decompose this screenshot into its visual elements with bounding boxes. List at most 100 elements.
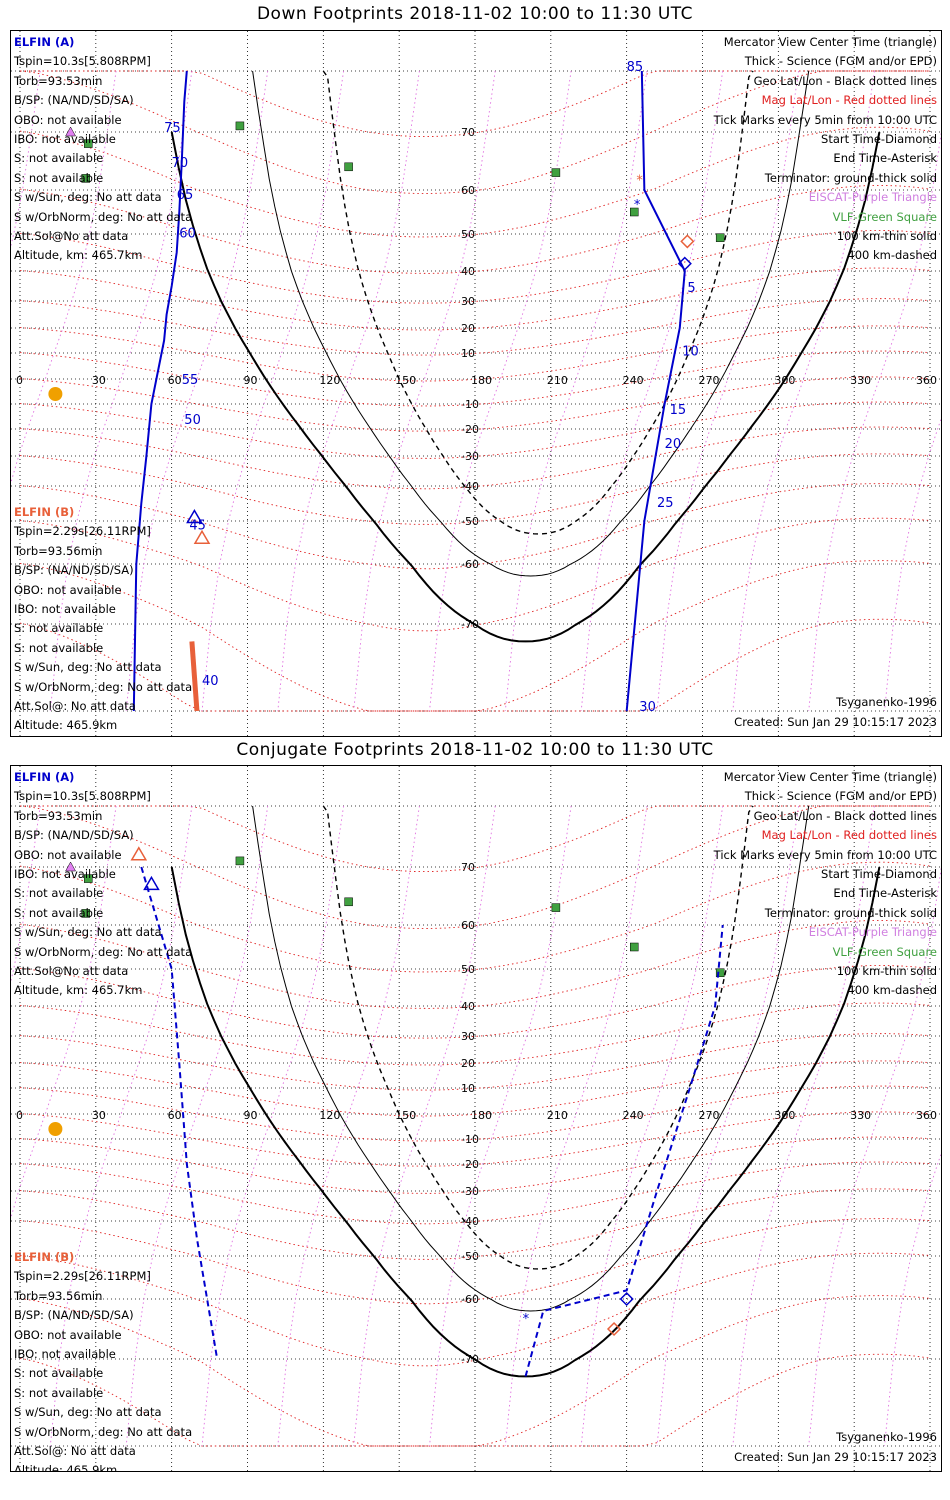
elfin-b-line: S: not available [14,621,104,636]
legend-item: 400 km-dashed [847,983,937,998]
lat-tick-label: -30 [461,1185,479,1198]
mag-parallel [19,560,931,712]
lon-tick-label: 60 [168,1109,182,1122]
elfin-b-line: Tspin=2.29s[26.11RPM] [14,1269,151,1284]
mag-parallel [19,298,931,356]
elfin-b-line: S w/OrbNorm, deg: No att data [14,1424,193,1439]
lon-tick-label: 30 [92,374,106,387]
elfin-b-line: Tspin=2.29s[26.11RPM] [14,524,151,539]
elfin-a-line: Altitude, km: 465.7km [14,248,143,263]
vlf-station-icon [715,233,725,242]
model-label: Tsyganenko-1996 [836,1430,937,1444]
terminator-100km [252,805,810,1312]
lat-tick-label: 70 [461,126,475,139]
vlf-station-icon [84,874,93,883]
elfin-b-line: Torb=93.56min [14,1288,103,1303]
elfin-a-line: Torb=93.53min [14,73,103,88]
mag-parallel [19,1295,931,1447]
eiscat-icon [65,126,76,137]
elfin-a-track-right [524,924,724,1377]
elfin-a-end-asterisk: * [523,1312,530,1327]
lat-tick-label: 20 [461,322,475,335]
legend-item: Thick - Science (FGM and/or EPD) [744,54,937,69]
mag-parallel [19,1085,931,1142]
lon-tick-label: 60 [168,374,182,387]
elfin-a-track [140,866,219,1360]
elfin-a-tick-label: 60 [179,227,196,242]
vlf-station-icon [715,968,725,977]
mag-meridian [429,805,572,1447]
lon-tick-label: 90 [244,1109,258,1122]
lat-tick-label: 50 [461,228,475,241]
elfin-a-line: OBO: not available [14,112,122,127]
lon-tick-label: 150 [395,1109,416,1122]
legend-item: Mercator View Center Time (triangle) [723,770,937,784]
elfin-a-tick-label: 10 [682,345,699,360]
mag-parallel [19,1161,931,1225]
elfin-b-line: S w/Sun, deg: No att data [14,1405,162,1420]
legend: Mercator View Center Time (triangle) Thi… [714,768,937,1001]
created-label: Created: Sun Jan 29 10:15:17 2023 [734,1450,937,1464]
mag-parallel [19,453,931,525]
elfin-a-track [132,70,188,712]
elfin-b-line: S: not available [14,1366,104,1381]
elfin-b-line: Att.Sol@: No att data [14,699,136,714]
elfin-a-line: Torb=93.53min [14,808,103,823]
lon-tick-label: 360 [916,1109,937,1122]
elfin-a-line: IBO: not available [14,132,116,147]
legend-item: 100 km-thin solid [836,964,937,979]
lat-tick-label: 70 [461,861,475,874]
lat-tick-label: -70 [461,1353,479,1366]
elfin-a-line: Tspin=10.3s[5.808RPM] [14,789,151,804]
elfin-b-line: Altitude: 465.9km [14,718,118,733]
elfin-a-tick-label: 50 [184,413,201,428]
elfin-b-line: Torb=93.56min [14,543,103,558]
lat-tick-label: -50 [461,515,479,528]
elfin-b-line: OBO: not available [14,1327,122,1342]
elfin-b-line: B/SP: (NA/ND/SD/SA) [14,1308,134,1323]
elfin-a-track-right [625,70,686,712]
model-label: Tsyganenko-1996 [836,695,937,709]
mag-meridian [580,805,724,1447]
created-label: Created: Sun Jan 29 10:15:17 2023 [734,715,937,729]
mag-parallel [19,1060,931,1117]
legend-item: Mag Lat/Lon - Red dotted lines [761,828,937,843]
lat-tick-label: 50 [461,963,475,976]
legend-item: Tick Marks every 5min from 10:00 UTC [713,847,937,862]
elfin-a-info: ELFIN (A) Tspin=10.3s[5.808RPM] Torb=93.… [14,33,192,266]
vlf-station-icon [235,856,245,866]
elfin-b-science-segment [189,641,200,712]
vlf-station-icon [344,162,353,172]
elfin-b-line: IBO: not available [14,1347,116,1362]
vlf-station-icon [344,897,353,907]
elfin-a-tick-label: 40 [202,674,219,689]
lat-tick-label: -20 [461,423,479,436]
elfin-a-line: Att.Sol@No att data [14,964,129,979]
elfin-a-line: Altitude, km: 465.7km [14,983,143,998]
legend-item: Terminator: ground-thick solid [764,905,937,920]
lon-tick-label: 210 [547,1109,568,1122]
mag-parallel [19,1002,931,1066]
lat-tick-label: -30 [461,450,479,463]
panel-title-down: Down Footprints 2018-11-02 10:00 to 11:3… [256,4,694,24]
mag-parallel [19,350,931,407]
elfin-b-line: Att.Sol@: No att data [14,1444,136,1459]
vlf-station-icon [551,903,561,912]
elfin-a-start-diamond [677,256,692,271]
map-panel-conjugate: 0 30 60 90 120 150 180 210 240 270 300 330 360 70 60 50… [10,765,942,1472]
elfin-a-tick-label: 5 [687,281,695,296]
elfin-b-line: S w/OrbNorm, deg: No att data [14,679,193,694]
legend-item: Geo Lat/Lon - Black dotted lines [753,73,937,88]
mag-parallel [19,1136,931,1194]
mag-parallel [19,1033,931,1091]
legend-item: EISCAT-Purple Triangle [808,925,937,940]
mag-parallel [19,426,931,490]
legend-item: VLF-Green Square [832,944,937,959]
elfin-a-line: S: not available [14,151,104,166]
elfin-b-end-asterisk: * [636,173,643,188]
lon-tick-label: 240 [623,374,644,387]
lon-tick-label: 210 [547,374,568,387]
legend-item: 100 km-thin solid [836,229,937,244]
legend-item: Thick - Science (FGM and/or EPD) [744,789,937,804]
vlf-station-icon [81,909,90,918]
